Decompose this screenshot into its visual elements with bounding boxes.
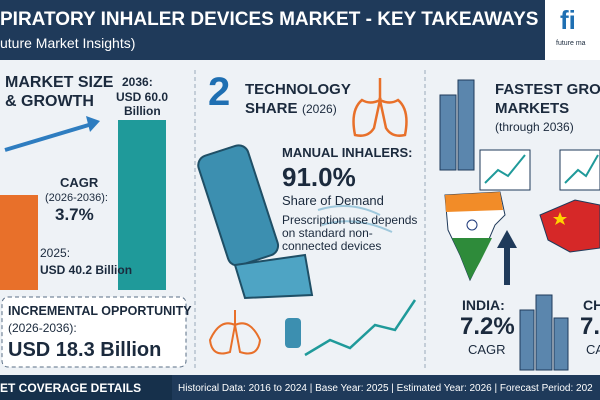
footer-tab [0, 375, 172, 400]
heading: & GROWTH [5, 93, 94, 110]
heading: FASTEST GROW [495, 81, 600, 98]
inhaler-small [285, 318, 301, 348]
share: 91.0% [282, 162, 356, 192]
label: INCREMENTAL OPPORTUNITY [8, 304, 192, 318]
logo: fi [560, 5, 576, 35]
segment: MANUAL INHALERS: [282, 145, 413, 160]
heading: SHARE [245, 100, 298, 117]
caption: CAGR [468, 342, 506, 357]
period: (2026-2036): [45, 192, 108, 204]
heading: TECHNOLOGY [245, 81, 351, 98]
header-band [0, 0, 600, 60]
growth-arrow [4, 122, 93, 152]
china-map [539, 199, 600, 253]
trend-line [304, 299, 417, 357]
value: USD 40.2 Billion [40, 263, 133, 277]
period: (2026-2036): [8, 321, 77, 335]
mini-charts [479, 149, 600, 191]
opportunity-box [1, 296, 187, 368]
logo-box [545, 0, 600, 60]
title: PIRATORY INHALER DEVICES MARKET - KEY TA… [0, 9, 539, 30]
lungs-icon [352, 78, 408, 137]
value: USD 60.0 [116, 90, 169, 104]
period: (through 2036) [495, 120, 574, 134]
china-star [553, 212, 567, 225]
footer-label: ET COVERAGE DETAILS [0, 381, 142, 395]
bar-2036 [118, 120, 166, 290]
year: (2026) [302, 102, 337, 116]
subtitle: uture Market Insights) [0, 35, 136, 51]
value: 3.7% [55, 205, 94, 224]
country: CH [583, 297, 600, 313]
share-label: Share of Demand [282, 193, 384, 208]
value: USD 18.3 Billion [8, 339, 162, 361]
footer-details: Historical Data: 2016 to 2024 | Base Yea… [178, 383, 593, 394]
unit: Billion [124, 104, 161, 118]
logo-caption: future ma [556, 40, 586, 47]
inhaler-icon [197, 144, 314, 300]
caption: CA [586, 342, 600, 357]
lungs-small [208, 310, 262, 355]
arrow-head [497, 230, 517, 248]
heading: MARKET SIZE [5, 74, 114, 91]
bar-2025 [0, 195, 38, 290]
label: 2036: [122, 75, 153, 89]
arrow-head [86, 116, 100, 132]
mist [317, 205, 393, 233]
heading: MARKETS [495, 100, 570, 117]
section-number: 2 [208, 70, 231, 114]
buildings [439, 79, 569, 371]
label: 2025: [40, 246, 71, 260]
label: CAGR [60, 175, 99, 190]
value: 7.2% [460, 313, 515, 340]
country: INDIA: [462, 297, 505, 313]
india-map [444, 191, 506, 282]
value: 7. [580, 313, 600, 340]
note: Prescription use depends on standard non… [282, 213, 418, 254]
